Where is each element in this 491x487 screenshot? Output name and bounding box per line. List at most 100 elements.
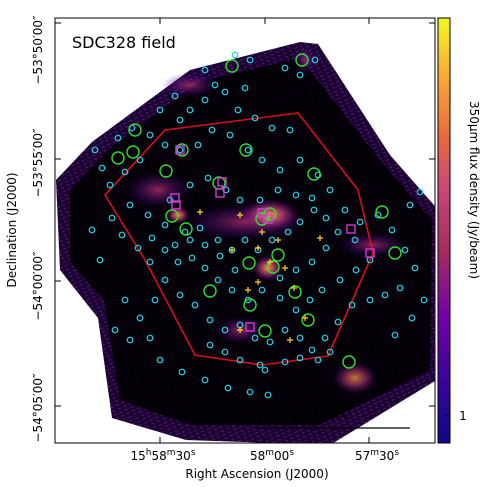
source-circle	[314, 356, 322, 364]
axis-ticks	[55, 18, 435, 443]
source-circle	[161, 141, 169, 149]
source-circle	[281, 64, 289, 72]
source-circle	[244, 296, 252, 304]
source-circle	[126, 336, 134, 344]
source-circle	[121, 168, 129, 176]
xtick-label-3: 57m30s	[355, 448, 399, 463]
source-circle	[351, 236, 359, 244]
xaxis-title: Right Ascension (J2000)	[185, 467, 328, 481]
magenta-square	[175, 145, 185, 155]
source-circle	[201, 66, 209, 74]
yellow-cross	[245, 287, 251, 293]
source-circle	[211, 81, 219, 89]
green-circle	[203, 284, 217, 298]
source-circle	[134, 244, 142, 252]
source-circle	[166, 196, 174, 204]
green-circle	[179, 222, 193, 236]
source-circle	[234, 106, 242, 114]
source-circle	[204, 174, 212, 182]
yellow-cross	[275, 237, 281, 243]
source-circle	[258, 286, 266, 294]
source-circle	[334, 228, 342, 236]
source-circle	[136, 156, 144, 164]
green-circle	[388, 246, 402, 260]
yellow-cross	[197, 209, 203, 215]
source-circle	[241, 84, 249, 92]
source-circle	[216, 252, 224, 260]
source-circle	[201, 241, 209, 249]
yellow-cross	[259, 229, 265, 235]
source-circle	[401, 246, 409, 254]
source-circle	[176, 291, 184, 299]
source-circle	[206, 316, 214, 324]
source-circle	[98, 164, 106, 172]
source-circle	[318, 286, 326, 294]
xtick-label-2: 58m00s	[250, 448, 294, 463]
yellow-cross	[237, 212, 243, 218]
emission-west	[126, 172, 190, 208]
yellow-cross	[302, 315, 308, 321]
source-circle	[231, 51, 239, 59]
source-circle	[191, 301, 199, 309]
source-circle	[296, 218, 304, 226]
source-circle	[268, 124, 276, 132]
green-circle	[258, 324, 272, 338]
green-circle	[307, 167, 321, 181]
source-circle	[296, 71, 304, 79]
source-circle	[214, 236, 222, 244]
source-circle	[246, 56, 254, 64]
source-circle	[308, 194, 316, 202]
yellow-cross	[255, 245, 261, 251]
green-circle	[128, 123, 142, 137]
source-circle	[126, 201, 134, 209]
green-circles	[111, 53, 402, 369]
source-circle	[148, 234, 156, 242]
source-circle	[276, 166, 284, 174]
source-circle	[388, 226, 396, 234]
yellow-crosses	[197, 209, 323, 343]
source-circle	[226, 131, 234, 139]
xtick-label-1: 15h58m30s	[130, 448, 195, 463]
yellow-cross	[229, 247, 235, 253]
source-circle	[420, 296, 428, 304]
green-circle	[111, 151, 125, 165]
source-circle	[321, 334, 329, 342]
map-core	[70, 58, 432, 425]
source-circle	[296, 156, 304, 164]
source-circle	[201, 96, 209, 104]
source-circle	[186, 236, 194, 244]
green-circle	[242, 256, 256, 270]
magenta-square	[263, 214, 273, 224]
source-circle	[381, 291, 389, 299]
green-circle	[165, 209, 179, 223]
source-circle	[111, 326, 119, 334]
source-circle	[186, 106, 194, 114]
magenta-square	[171, 200, 181, 210]
green-circle	[271, 248, 285, 262]
source-circle	[171, 92, 179, 100]
ytick-label: −54°05′00″	[31, 373, 45, 443]
source-circle	[186, 181, 194, 189]
source-circle	[322, 244, 330, 252]
yellow-cross	[282, 265, 288, 271]
source-circle	[91, 146, 99, 154]
source-circle	[396, 284, 404, 292]
source-circle	[326, 348, 334, 356]
source-circle	[284, 228, 292, 236]
green-circle	[266, 260, 280, 274]
source-circle	[174, 258, 182, 266]
emission-north	[162, 73, 218, 97]
source-circle	[292, 266, 300, 274]
source-circle	[156, 106, 164, 114]
source-circle	[251, 334, 259, 342]
magenta-square	[217, 177, 227, 187]
source-circle	[281, 358, 289, 366]
field-polygon	[104, 112, 374, 366]
source-circle	[334, 318, 342, 326]
source-circle	[236, 356, 244, 364]
source-circle	[274, 186, 282, 194]
source-circle	[144, 211, 152, 219]
source-circle	[151, 296, 159, 304]
source-circle	[241, 236, 249, 244]
source-circle	[222, 186, 230, 194]
